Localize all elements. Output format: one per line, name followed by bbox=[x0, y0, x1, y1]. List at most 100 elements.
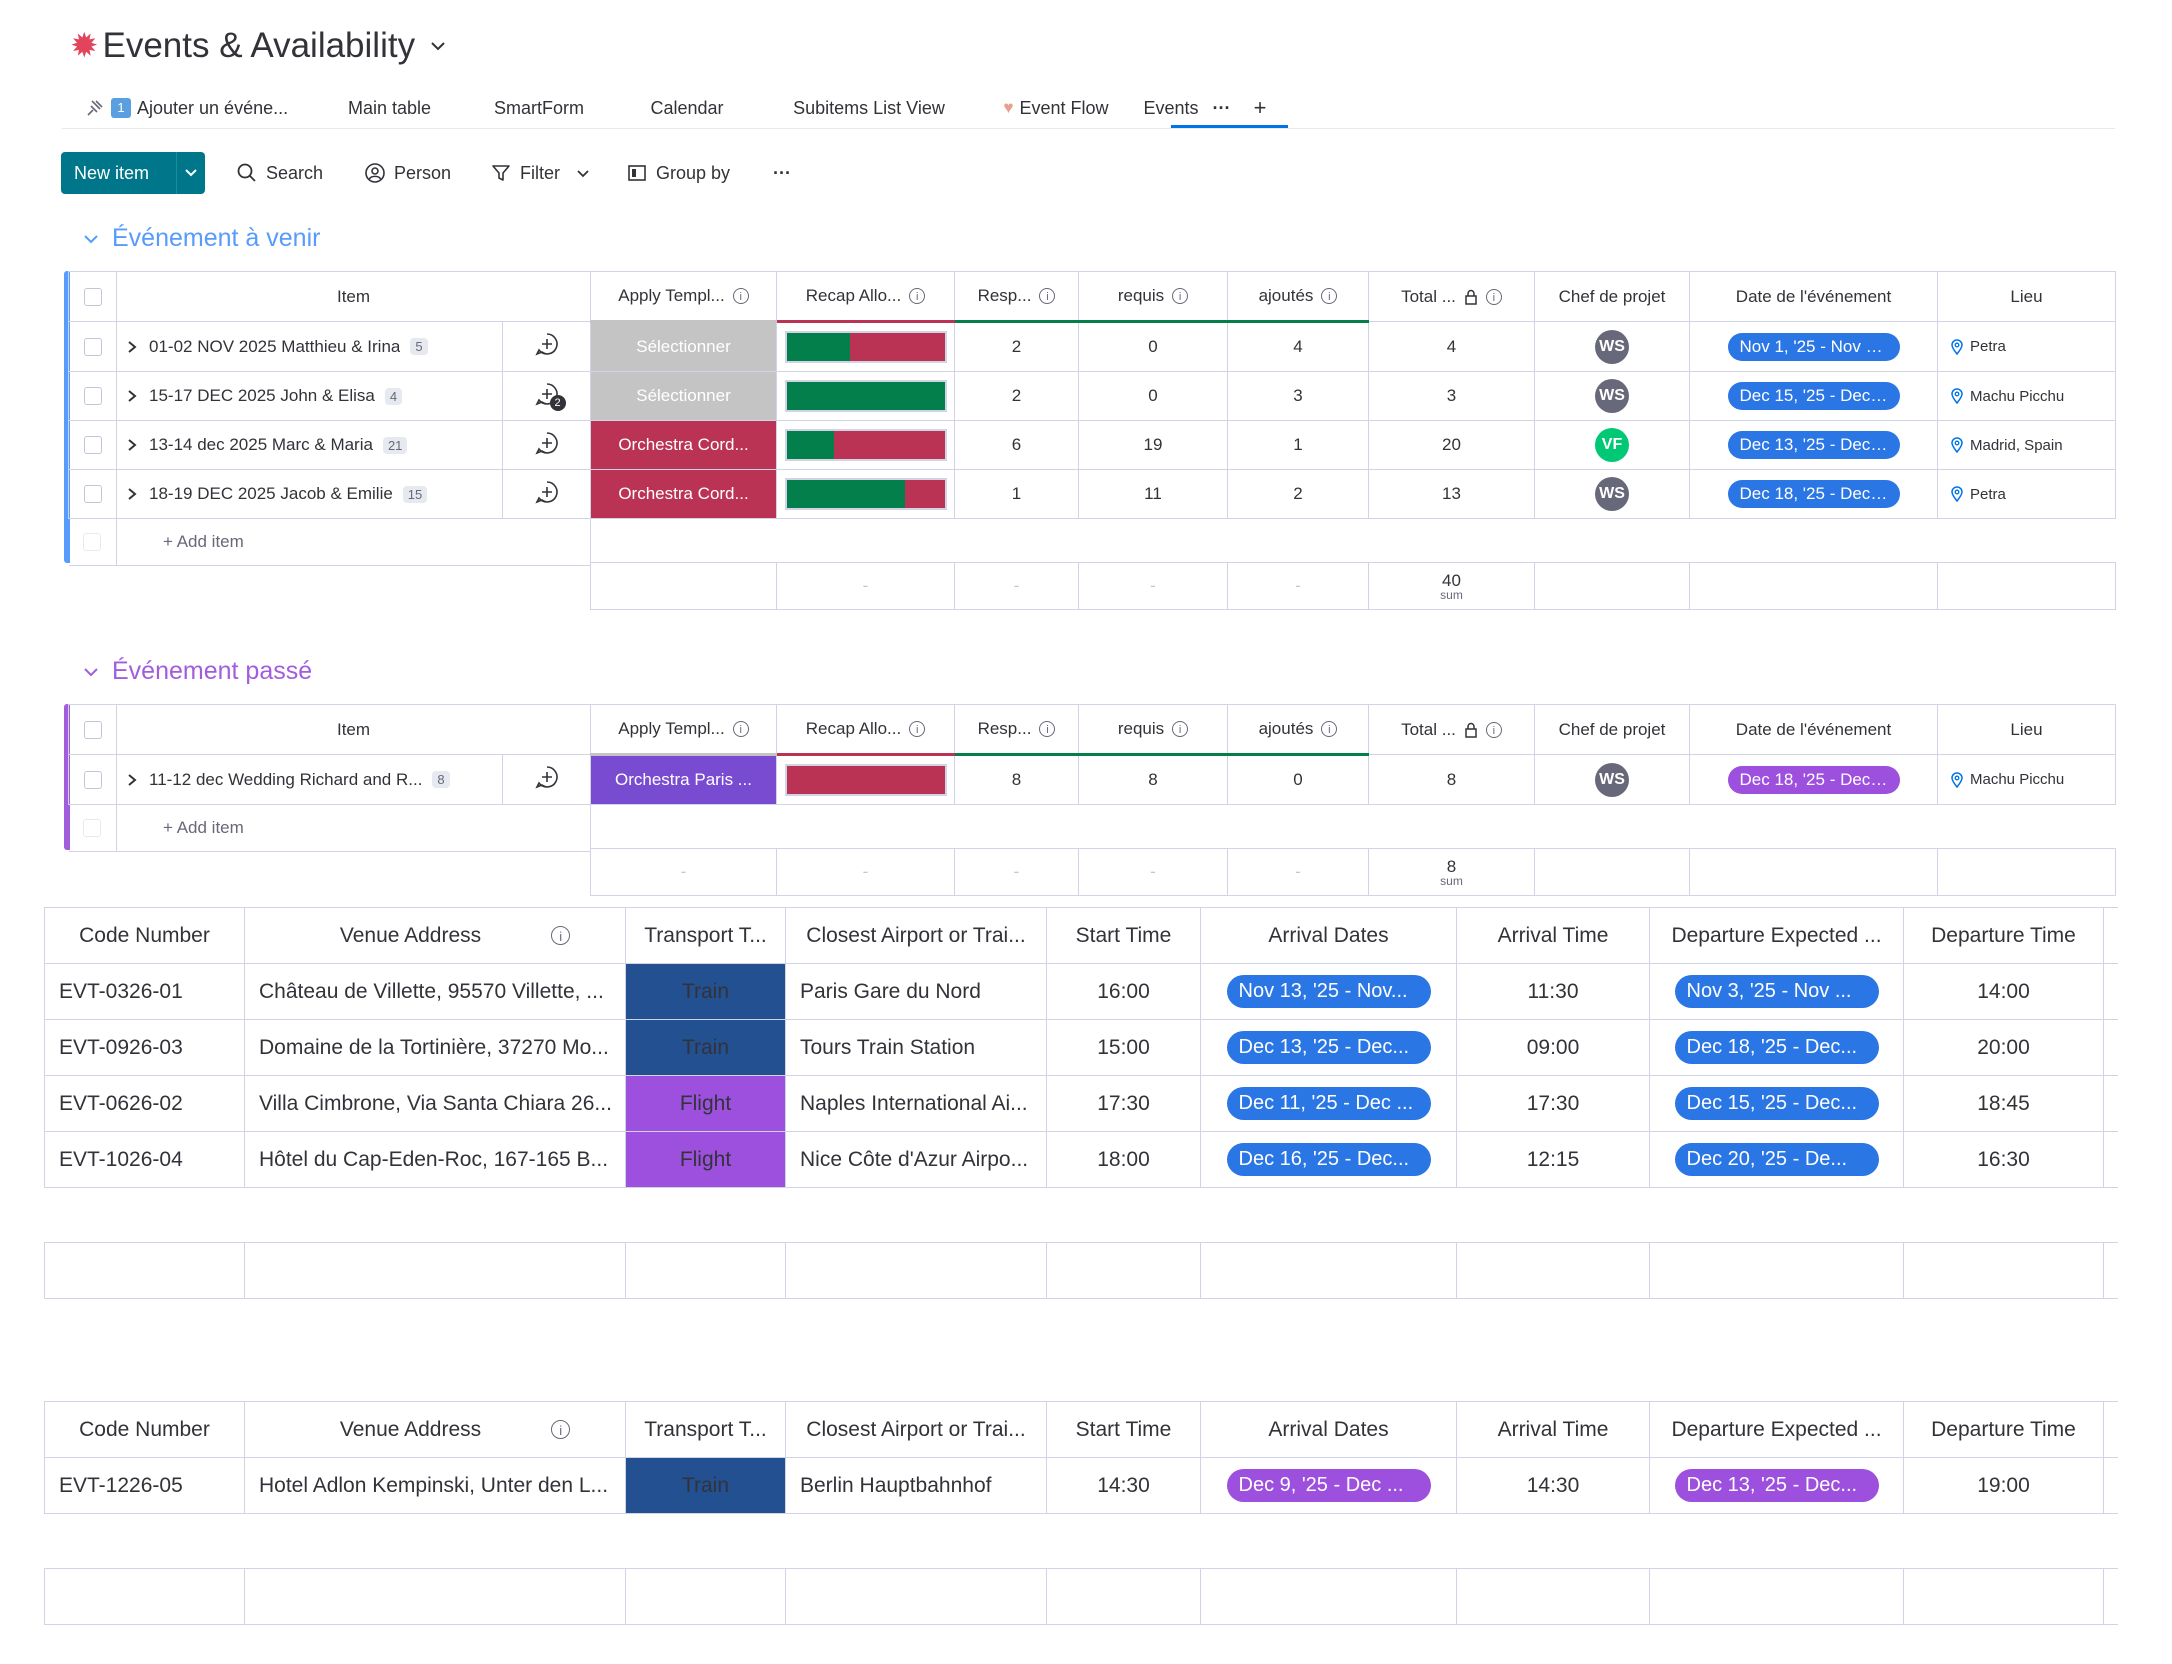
closest-airport[interactable]: Naples International Ai... bbox=[785, 1075, 1047, 1132]
chevron-down-icon[interactable] bbox=[82, 663, 100, 681]
table-row[interactable]: EVT-1226-05 Hotel Adlon Kempinski, Unter … bbox=[44, 1457, 2118, 1514]
column-venue-address[interactable]: Venue Address i bbox=[244, 907, 626, 964]
column-departure-expected[interactable]: Departure Expected ... bbox=[1649, 1401, 1904, 1458]
total-value[interactable]: 3 bbox=[1368, 371, 1535, 421]
expand-chevron-icon[interactable] bbox=[125, 437, 139, 453]
table-row[interactable]: 11-12 dec Wedding Richard and R... 8 Orche… bbox=[68, 754, 2116, 805]
chevron-down-icon[interactable] bbox=[576, 166, 590, 180]
table-row[interactable]: EVT-0326-01 Château de Villette, 95570 Vi… bbox=[44, 963, 2118, 1020]
add-item-row[interactable]: + Add item bbox=[68, 804, 2116, 852]
departure-expected-cell[interactable]: Dec 15, '25 - Dec... bbox=[1649, 1075, 1904, 1132]
date-cell[interactable]: Nov 1, '25 - Nov 2, '... bbox=[1689, 321, 1938, 372]
row-checkbox[interactable] bbox=[68, 420, 117, 470]
column-chef[interactable]: Chef de projet bbox=[1534, 271, 1690, 322]
venue-address[interactable]: Hôtel du Cap-Eden-Roc, 167-165 B... bbox=[244, 1131, 626, 1188]
venue-address[interactable]: Villa Cimbrone, Via Santa Chiara 26... bbox=[244, 1075, 626, 1132]
ajoutes-value[interactable]: 3 bbox=[1227, 371, 1369, 421]
arrival-time[interactable]: 11:30 bbox=[1456, 963, 1650, 1020]
start-time[interactable]: 15:00 bbox=[1046, 1019, 1201, 1076]
apply-template-status[interactable]: Orchestra Cord... bbox=[590, 420, 777, 470]
board-title[interactable]: ✹ Events & Availability bbox=[70, 26, 447, 66]
total-value[interactable]: 13 bbox=[1368, 469, 1535, 519]
date-range-pill[interactable]: Nov 3, '25 - Nov ... bbox=[1674, 975, 1879, 1008]
tab-event-flow[interactable]: ♥ Event Flow bbox=[978, 88, 1134, 128]
apply-template-status[interactable]: Sélectionner bbox=[590, 321, 777, 372]
row-checkbox[interactable] bbox=[68, 321, 117, 372]
item-cell[interactable]: 11-12 dec Wedding Richard and R... 8 bbox=[116, 754, 503, 805]
start-time[interactable]: 17:30 bbox=[1046, 1075, 1201, 1132]
departure-time[interactable]: 14:00 bbox=[1903, 963, 2104, 1020]
column-apply-template[interactable]: Apply Templ... i bbox=[590, 271, 777, 323]
lieu-cell[interactable]: Petra bbox=[1937, 321, 2116, 372]
total-value[interactable]: 20 bbox=[1368, 420, 1535, 470]
departure-time[interactable]: 16:30 bbox=[1903, 1131, 2104, 1188]
closest-airport[interactable]: Nice Côte d'Azur Airpo... bbox=[785, 1131, 1047, 1188]
group-title[interactable]: Événement à venir bbox=[112, 224, 321, 252]
date-range-pill[interactable]: Dec 15, '25 - Dec... bbox=[1674, 1087, 1879, 1120]
column-lieu[interactable]: Lieu bbox=[1937, 704, 2116, 755]
venue-address[interactable]: Hotel Adlon Kempinski, Unter den L... bbox=[244, 1457, 626, 1514]
arrival-time[interactable]: 14:30 bbox=[1456, 1457, 1650, 1514]
column-code-number[interactable]: Code Number bbox=[44, 1401, 245, 1458]
date-range-pill[interactable]: Dec 13, '25 - Dec... bbox=[1674, 1469, 1879, 1502]
table-row[interactable]: EVT-0926-03 Domaine de la Tortinière, 372… bbox=[44, 1019, 2118, 1076]
column-departure-expected[interactable]: Departure Expected ... bbox=[1649, 907, 1904, 964]
updates-cell[interactable]: 2 bbox=[502, 371, 591, 421]
item-cell[interactable]: 01-02 NOV 2025 Matthieu & Irina 5 bbox=[116, 321, 503, 372]
column-total[interactable]: Total ... i bbox=[1368, 704, 1535, 755]
tab-main-table[interactable]: Main table bbox=[315, 88, 464, 128]
tab-events[interactable]: Events ··· bbox=[1134, 88, 1240, 128]
code-number[interactable]: EVT-0326-01 bbox=[44, 963, 245, 1020]
date-range-pill[interactable]: Dec 11, '25 - Dec ... bbox=[1226, 1087, 1431, 1120]
apply-template-status[interactable]: Orchestra Cord... bbox=[590, 469, 777, 519]
item-name[interactable]: 15-17 DEC 2025 John & Elisa bbox=[149, 386, 375, 405]
date-range-pill[interactable]: Nov 13, '25 - Nov... bbox=[1226, 975, 1431, 1008]
column-arrival-time[interactable]: Arrival Time bbox=[1456, 1401, 1650, 1458]
chef-cell[interactable]: VF bbox=[1534, 420, 1690, 470]
closest-airport[interactable]: Berlin Hauptbahnhof bbox=[785, 1457, 1047, 1514]
code-number[interactable]: EVT-0626-02 bbox=[44, 1075, 245, 1132]
column-date[interactable]: Date de l'événement bbox=[1689, 704, 1938, 755]
expand-chevron-icon[interactable] bbox=[125, 388, 139, 404]
requis-value[interactable]: 0 bbox=[1078, 371, 1228, 421]
resp-value[interactable]: 1 bbox=[954, 469, 1079, 519]
group-title[interactable]: Événement passé bbox=[112, 657, 313, 685]
departure-expected-cell[interactable]: Nov 3, '25 - Nov ... bbox=[1649, 963, 1904, 1020]
avatar[interactable]: WS bbox=[1595, 477, 1629, 511]
column-chef[interactable]: Chef de projet bbox=[1534, 704, 1690, 755]
departure-expected-cell[interactable]: Dec 13, '25 - Dec... bbox=[1649, 1457, 1904, 1514]
ajoutes-value[interactable]: 4 bbox=[1227, 321, 1369, 372]
column-total[interactable]: Total ... i bbox=[1368, 271, 1535, 322]
table-row[interactable]: EVT-1026-04 Hôtel du Cap-Eden-Roc, 167-16… bbox=[44, 1131, 2118, 1188]
requis-value[interactable]: 0 bbox=[1078, 321, 1228, 372]
start-time[interactable]: 14:30 bbox=[1046, 1457, 1201, 1514]
total-value[interactable]: 4 bbox=[1368, 321, 1535, 372]
item-name[interactable]: 01-02 NOV 2025 Matthieu & Irina bbox=[149, 336, 401, 356]
chevron-down-icon[interactable] bbox=[429, 37, 447, 55]
date-cell[interactable]: Dec 18, '25 - Dec 19... bbox=[1689, 469, 1938, 519]
chef-cell[interactable]: WS bbox=[1534, 321, 1690, 372]
date-cell[interactable]: Dec 18, '25 - Dec 2... bbox=[1689, 754, 1938, 805]
column-ajoutes[interactable]: ajoutés i bbox=[1227, 704, 1369, 756]
date-range-pill[interactable]: Dec 18, '25 - Dec 2... bbox=[1727, 765, 1900, 794]
chef-cell[interactable]: WS bbox=[1534, 469, 1690, 519]
table-row[interactable]: EVT-0626-02 Villa Cimbrone, Via Santa Chi… bbox=[44, 1075, 2118, 1132]
item-cell[interactable]: 13-14 dec 2025 Marc & Maria 21 bbox=[116, 420, 503, 470]
expand-chevron-icon[interactable] bbox=[125, 339, 139, 355]
column-recap[interactable]: Recap Allo... i bbox=[776, 271, 955, 323]
apply-template-status[interactable]: Orchestra Paris ... bbox=[590, 754, 777, 805]
apply-template-status[interactable]: Sélectionner bbox=[590, 371, 777, 421]
column-date[interactable]: Date de l'événement bbox=[1689, 271, 1938, 322]
column-arrival-time[interactable]: Arrival Time bbox=[1456, 907, 1650, 964]
date-range-pill[interactable]: Dec 9, '25 - Dec ... bbox=[1226, 1469, 1431, 1502]
add-item-cell[interactable]: + Add item bbox=[116, 518, 591, 566]
updates-cell[interactable] bbox=[502, 469, 591, 519]
item-name[interactable]: 13-14 dec 2025 Marc & Maria bbox=[149, 435, 373, 454]
date-range-pill[interactable]: Dec 20, '25 - De... bbox=[1674, 1143, 1879, 1176]
departure-time[interactable]: 18:45 bbox=[1903, 1075, 2104, 1132]
select-all-checkbox[interactable] bbox=[68, 704, 117, 755]
column-venue-address[interactable]: Venue Address i bbox=[244, 1401, 626, 1458]
column-item[interactable]: Item bbox=[116, 704, 591, 755]
updates-cell[interactable] bbox=[502, 420, 591, 470]
departure-time[interactable]: 19:00 bbox=[1903, 1457, 2104, 1514]
